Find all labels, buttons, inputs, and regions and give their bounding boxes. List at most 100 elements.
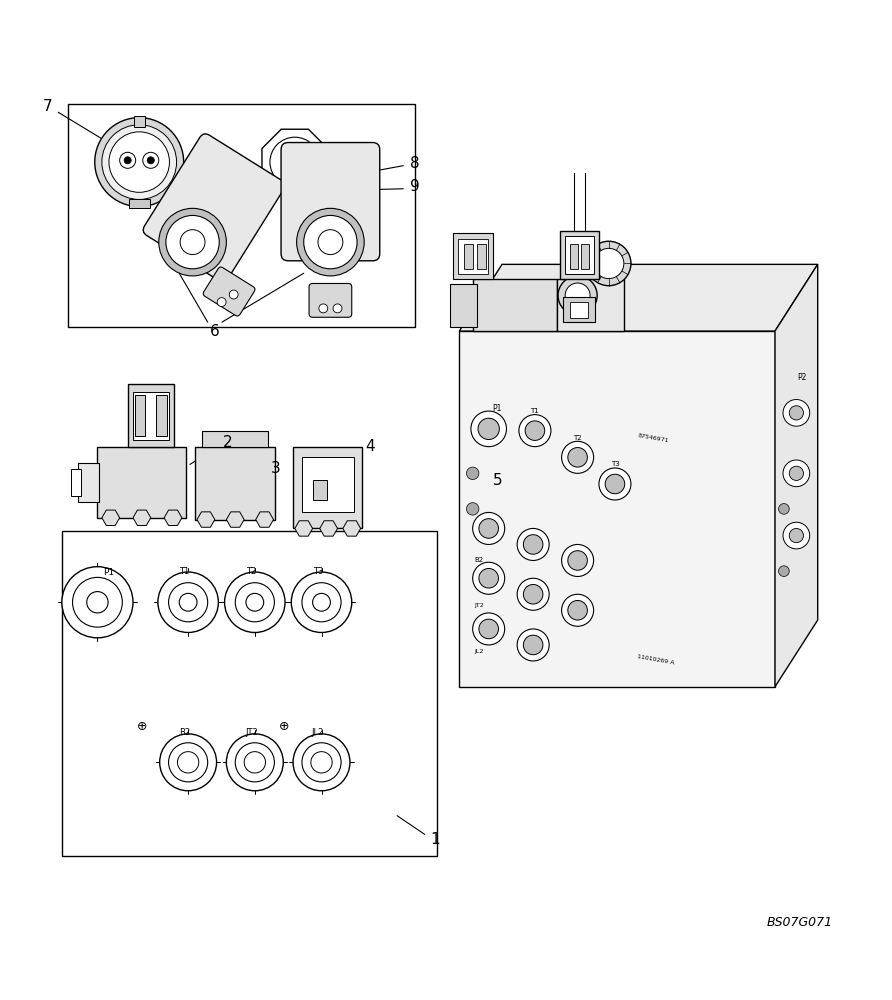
Circle shape [72, 577, 122, 627]
Text: BS07G071: BS07G071 [767, 916, 833, 929]
Bar [459, 331, 775, 687]
Circle shape [292, 572, 351, 632]
FancyBboxPatch shape [309, 283, 351, 317]
Bar [566, 236, 593, 274]
Text: 9: 9 [410, 179, 420, 194]
Circle shape [178, 752, 199, 773]
Bar [128, 199, 150, 208]
Text: 11010269 A: 11010269 A [637, 654, 675, 666]
Circle shape [318, 304, 327, 313]
Circle shape [225, 572, 285, 632]
Circle shape [180, 230, 205, 255]
Circle shape [147, 157, 154, 164]
Text: JT2: JT2 [245, 728, 258, 737]
Text: 3: 3 [270, 461, 280, 476]
FancyBboxPatch shape [203, 267, 255, 316]
Polygon shape [775, 264, 818, 687]
Circle shape [517, 578, 549, 610]
Bar [473, 279, 558, 331]
Bar [202, 431, 268, 447]
Circle shape [310, 752, 332, 773]
Circle shape [779, 566, 789, 576]
Circle shape [159, 208, 227, 276]
Text: 6: 6 [210, 324, 219, 339]
FancyBboxPatch shape [143, 134, 285, 282]
Circle shape [270, 137, 319, 187]
Circle shape [62, 567, 133, 638]
Text: JT2: JT2 [475, 603, 484, 608]
Circle shape [297, 208, 364, 276]
Bar [450, 284, 477, 327]
Circle shape [524, 635, 543, 655]
Circle shape [235, 743, 275, 782]
Circle shape [95, 118, 184, 207]
Polygon shape [133, 510, 151, 525]
Circle shape [568, 600, 588, 620]
Circle shape [783, 400, 810, 426]
Bar [156, 395, 167, 436]
Circle shape [318, 230, 343, 255]
Circle shape [467, 467, 479, 480]
Bar [133, 392, 169, 440]
Bar [302, 457, 353, 512]
Circle shape [479, 519, 499, 538]
Circle shape [558, 276, 597, 315]
Circle shape [169, 583, 208, 622]
Text: 7: 7 [43, 99, 53, 114]
Circle shape [473, 512, 505, 544]
Circle shape [783, 460, 810, 487]
Circle shape [124, 157, 131, 164]
Circle shape [235, 583, 275, 622]
Circle shape [479, 619, 499, 639]
Circle shape [517, 629, 549, 661]
Bar [70, 469, 81, 496]
Bar [477, 244, 486, 269]
Circle shape [244, 752, 266, 773]
Bar [312, 480, 326, 500]
Circle shape [227, 734, 284, 791]
Text: T3: T3 [313, 567, 323, 576]
Bar [135, 395, 145, 436]
Bar [62, 531, 437, 856]
Bar [128, 384, 174, 447]
Text: T2: T2 [246, 567, 256, 576]
Circle shape [479, 568, 499, 588]
Text: T2: T2 [574, 435, 582, 441]
Circle shape [302, 583, 341, 622]
Circle shape [160, 734, 217, 791]
Text: 1: 1 [431, 832, 440, 847]
Circle shape [568, 551, 588, 570]
Circle shape [562, 544, 593, 576]
Circle shape [312, 593, 330, 611]
Circle shape [789, 466, 804, 480]
Polygon shape [197, 512, 215, 527]
Polygon shape [102, 510, 120, 525]
Bar [453, 233, 493, 279]
Circle shape [587, 241, 631, 286]
Circle shape [302, 743, 341, 782]
Circle shape [473, 613, 505, 645]
Circle shape [789, 528, 804, 543]
Text: B2: B2 [475, 557, 483, 563]
Circle shape [179, 593, 197, 611]
Circle shape [525, 421, 545, 440]
Circle shape [166, 215, 219, 269]
Circle shape [562, 441, 593, 473]
Bar [195, 447, 276, 520]
Circle shape [593, 248, 624, 279]
Text: T1: T1 [179, 567, 190, 576]
Circle shape [473, 562, 505, 594]
Text: 87546971: 87546971 [637, 433, 669, 443]
Bar [571, 302, 589, 318]
Bar [558, 279, 624, 331]
Circle shape [158, 572, 219, 632]
Circle shape [783, 522, 810, 549]
Polygon shape [262, 129, 327, 195]
Polygon shape [343, 521, 360, 536]
Circle shape [478, 418, 500, 440]
Bar [560, 231, 599, 279]
Text: T1: T1 [531, 408, 540, 414]
Circle shape [562, 594, 593, 626]
Bar [571, 244, 579, 269]
Circle shape [566, 283, 590, 308]
